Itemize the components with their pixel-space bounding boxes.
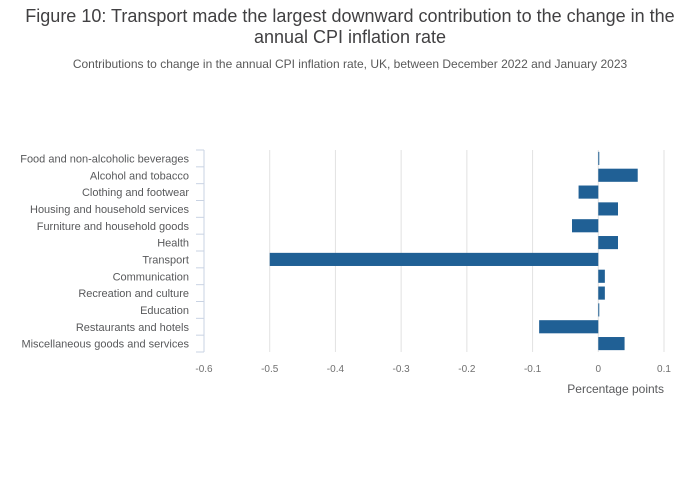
bar	[539, 320, 599, 334]
x-tick-label: -0.4	[327, 364, 345, 375]
bar	[572, 219, 599, 233]
x-tick-label: -0.3	[393, 364, 411, 375]
y-category-label: Alcohol and tobacco	[90, 170, 189, 182]
x-tick-label: -0.6	[195, 364, 213, 375]
x-tick-label: -0.5	[261, 364, 279, 375]
x-tick-label: -0.2	[458, 364, 476, 375]
y-category-label: Furniture and household goods	[37, 221, 190, 233]
x-axis-title: Percentage points	[567, 382, 664, 396]
y-category-label: Clothing and footwear	[82, 187, 189, 199]
bar	[598, 337, 625, 351]
bar	[598, 269, 605, 283]
chart-subtitle: Contributions to change in the annual CP…	[72, 57, 628, 71]
x-tick-label: 0.1	[657, 364, 671, 375]
y-category-label: Miscellaneous goods and services	[21, 339, 189, 351]
bar	[598, 286, 605, 300]
bars	[269, 151, 638, 351]
gridlines	[269, 150, 665, 352]
bar	[598, 151, 600, 165]
x-axis: -0.6 -0.5 -0.4 -0.3 -0.2 -0.1 0 0.1	[195, 364, 671, 375]
y-category-label: Transport	[142, 254, 189, 266]
x-tick-label: -0.1	[524, 364, 542, 375]
bar	[598, 202, 618, 216]
y-axis: Food and non-alcoholic beverages Alcohol …	[20, 149, 205, 353]
y-category-label: Health	[157, 238, 189, 250]
bar	[598, 168, 638, 182]
bar	[598, 303, 600, 317]
y-category-label: Restaurants and hotels	[76, 322, 190, 334]
bar	[578, 185, 599, 199]
y-category-label: Recreation and culture	[78, 288, 189, 300]
y-category-label: Education	[140, 305, 189, 317]
y-category-label: Communication	[113, 271, 189, 283]
y-category-label: Housing and household services	[30, 204, 189, 216]
x-tick-label: 0	[596, 364, 602, 375]
bar	[598, 236, 618, 250]
chart-title: Figure 10: Transport made the largest do…	[25, 6, 675, 47]
y-category-label: Food and non-alcoholic beverages	[20, 153, 189, 165]
bar	[269, 252, 599, 266]
